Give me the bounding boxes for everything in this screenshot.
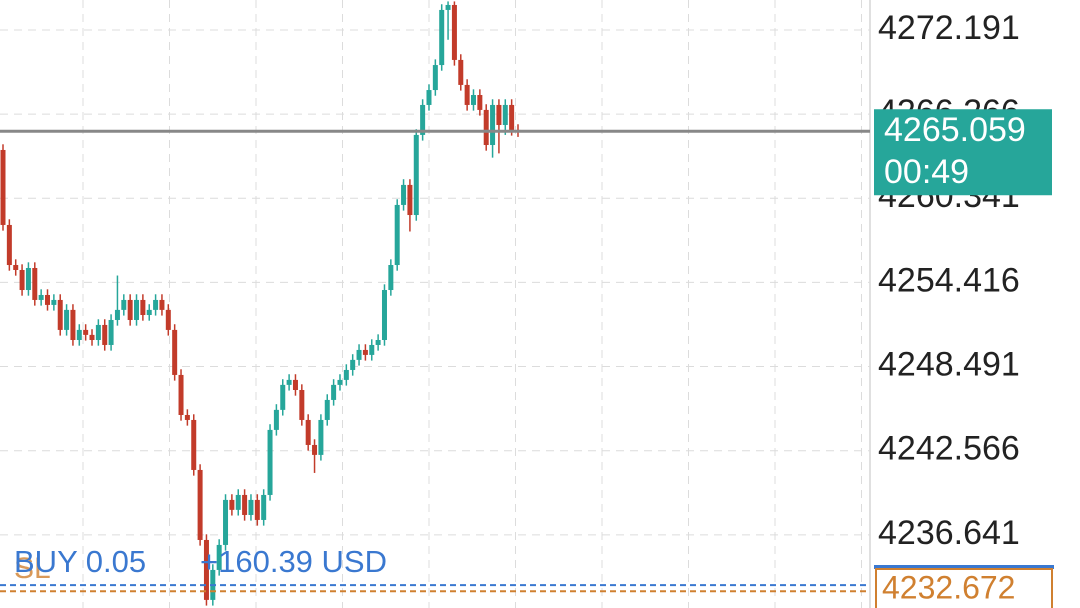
y-tick-label: 4254.416 <box>878 261 1020 299</box>
candle-body <box>121 299 127 310</box>
candle-body <box>445 4 451 10</box>
candle-body <box>375 340 381 345</box>
candle-body <box>25 267 31 291</box>
candle-body <box>102 324 108 345</box>
candle-body <box>83 329 89 335</box>
candle-body <box>89 334 95 341</box>
candle-body <box>464 84 470 105</box>
candle-body <box>70 309 76 341</box>
candle-body <box>140 299 146 316</box>
position-label: BUY 0.05 <box>14 544 146 579</box>
candle-body <box>356 349 362 360</box>
candle-body <box>324 399 330 420</box>
candle-body <box>95 324 101 341</box>
candle-body <box>216 544 222 570</box>
current-price-label: 4265.059 <box>884 111 1026 149</box>
candle-body <box>64 309 70 330</box>
candle-body <box>127 299 133 320</box>
stop-loss-price: 4232.672 <box>882 569 1015 605</box>
position-box <box>874 565 1054 569</box>
candle-body <box>134 299 140 320</box>
candle-body <box>432 65 438 91</box>
candle-body <box>45 294 51 305</box>
candle-body <box>483 109 489 146</box>
candle-body <box>381 290 387 341</box>
candle-body <box>172 329 178 375</box>
candle-body <box>331 384 337 400</box>
y-tick-label: 4272.191 <box>878 9 1020 47</box>
candle-body <box>114 309 120 320</box>
candle-body <box>242 494 248 515</box>
candle-body <box>51 299 57 305</box>
candle-body <box>153 299 159 310</box>
candle-body <box>165 309 171 330</box>
candle-body <box>312 444 318 455</box>
candle-body <box>509 104 515 130</box>
candle-body <box>458 59 464 85</box>
stop-loss-box <box>875 568 1053 608</box>
candle-body <box>318 419 324 455</box>
candle-body <box>337 379 343 385</box>
candle-body <box>394 204 400 266</box>
candle-body <box>470 95 476 105</box>
candle-body <box>362 349 368 355</box>
candle-body <box>401 184 407 205</box>
candle-body <box>388 265 394 291</box>
candle-body <box>292 379 298 390</box>
candle-body <box>159 299 165 310</box>
candle-body <box>13 265 19 270</box>
candle-body <box>197 469 203 540</box>
y-tick-label: 4242.566 <box>878 430 1020 468</box>
candle-body <box>451 4 457 60</box>
candle-body <box>299 389 305 420</box>
candle-body <box>6 224 12 266</box>
candle-body <box>286 379 292 385</box>
candle-body <box>76 329 82 341</box>
candle-body <box>490 104 496 146</box>
candle-body <box>305 419 311 445</box>
candle-body <box>369 344 375 355</box>
candle-body <box>261 494 267 520</box>
candle-body <box>184 414 190 420</box>
candle-body <box>407 184 413 216</box>
candle-body <box>38 294 44 300</box>
candle-body <box>439 9 445 66</box>
current-price-box <box>874 109 1052 196</box>
candle-body <box>229 499 235 510</box>
timer-label: 00:49 <box>884 153 969 191</box>
candle-body <box>502 104 508 125</box>
candle-body <box>426 90 432 105</box>
candle-body <box>0 149 6 225</box>
stop-loss-label: SL <box>14 552 51 585</box>
candle-body <box>350 359 356 370</box>
candle-body <box>496 104 502 125</box>
candle-body <box>57 299 63 330</box>
candle-body <box>343 369 349 380</box>
candle-body <box>267 429 273 495</box>
y-tick-label: 4236.641 <box>878 514 1020 552</box>
candle-body <box>248 499 254 515</box>
candle-body <box>19 269 25 291</box>
candle-body <box>420 104 426 135</box>
position-profit: +160.39 USD <box>200 544 387 579</box>
candle-body <box>273 409 279 430</box>
candle-body <box>413 134 419 216</box>
candle-body <box>178 374 184 415</box>
candle-body <box>146 309 152 316</box>
candle-body <box>223 499 229 545</box>
candle-body <box>203 539 209 600</box>
candle-body <box>254 499 260 520</box>
candle-body <box>191 419 197 470</box>
candle-body <box>235 494 241 510</box>
candle-body <box>280 384 286 410</box>
candle-body <box>32 267 38 300</box>
candle-body <box>108 319 114 345</box>
y-tick-label: 4248.491 <box>878 346 1020 384</box>
candle-body <box>477 95 483 110</box>
